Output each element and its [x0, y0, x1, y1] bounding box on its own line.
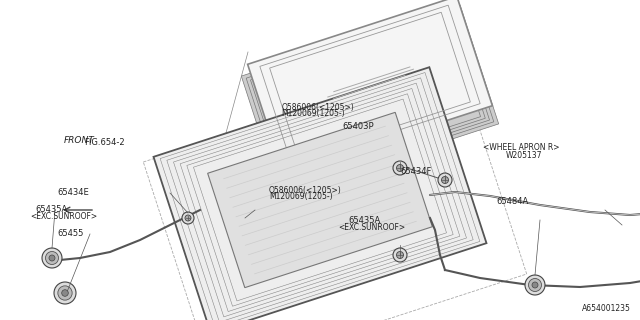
Text: Q586006(<1205>): Q586006(<1205>)	[269, 186, 342, 195]
Text: 65484A: 65484A	[496, 197, 528, 206]
Polygon shape	[207, 112, 433, 288]
Text: A654001235: A654001235	[582, 304, 630, 313]
Text: 65403P: 65403P	[342, 122, 374, 131]
Circle shape	[532, 282, 538, 288]
Circle shape	[182, 212, 194, 224]
Text: 65434E: 65434E	[58, 188, 90, 196]
Text: 65455: 65455	[58, 229, 84, 238]
Text: FRONT: FRONT	[64, 136, 95, 145]
Text: W205137: W205137	[506, 151, 542, 160]
Text: Q586006(<1205>): Q586006(<1205>)	[282, 103, 355, 112]
Circle shape	[442, 177, 449, 183]
Polygon shape	[154, 67, 486, 320]
Circle shape	[54, 282, 76, 304]
Text: 65435A: 65435A	[349, 216, 381, 225]
Circle shape	[58, 286, 72, 300]
Text: <WHEEL APRON R>: <WHEEL APRON R>	[483, 143, 560, 152]
Circle shape	[61, 290, 68, 296]
Circle shape	[42, 248, 62, 268]
Text: 65435A: 65435A	[35, 205, 67, 214]
Circle shape	[529, 278, 541, 292]
Text: FIG.654-2: FIG.654-2	[84, 138, 125, 147]
Circle shape	[393, 161, 407, 175]
Text: M120069(1205-): M120069(1205-)	[269, 192, 332, 201]
Text: <EXC.SUNROOF>: <EXC.SUNROOF>	[31, 212, 98, 220]
Circle shape	[185, 215, 191, 221]
Polygon shape	[248, 0, 492, 174]
Circle shape	[393, 248, 407, 262]
Circle shape	[438, 173, 452, 187]
Text: M120069(1205-): M120069(1205-)	[282, 109, 345, 118]
Circle shape	[49, 255, 55, 261]
Circle shape	[397, 252, 403, 259]
Circle shape	[45, 252, 58, 265]
Circle shape	[525, 275, 545, 295]
Circle shape	[397, 164, 403, 172]
Polygon shape	[241, 5, 499, 195]
Text: 65434F: 65434F	[400, 167, 431, 176]
Text: <EXC.SUNROOF>: <EXC.SUNROOF>	[338, 223, 405, 232]
